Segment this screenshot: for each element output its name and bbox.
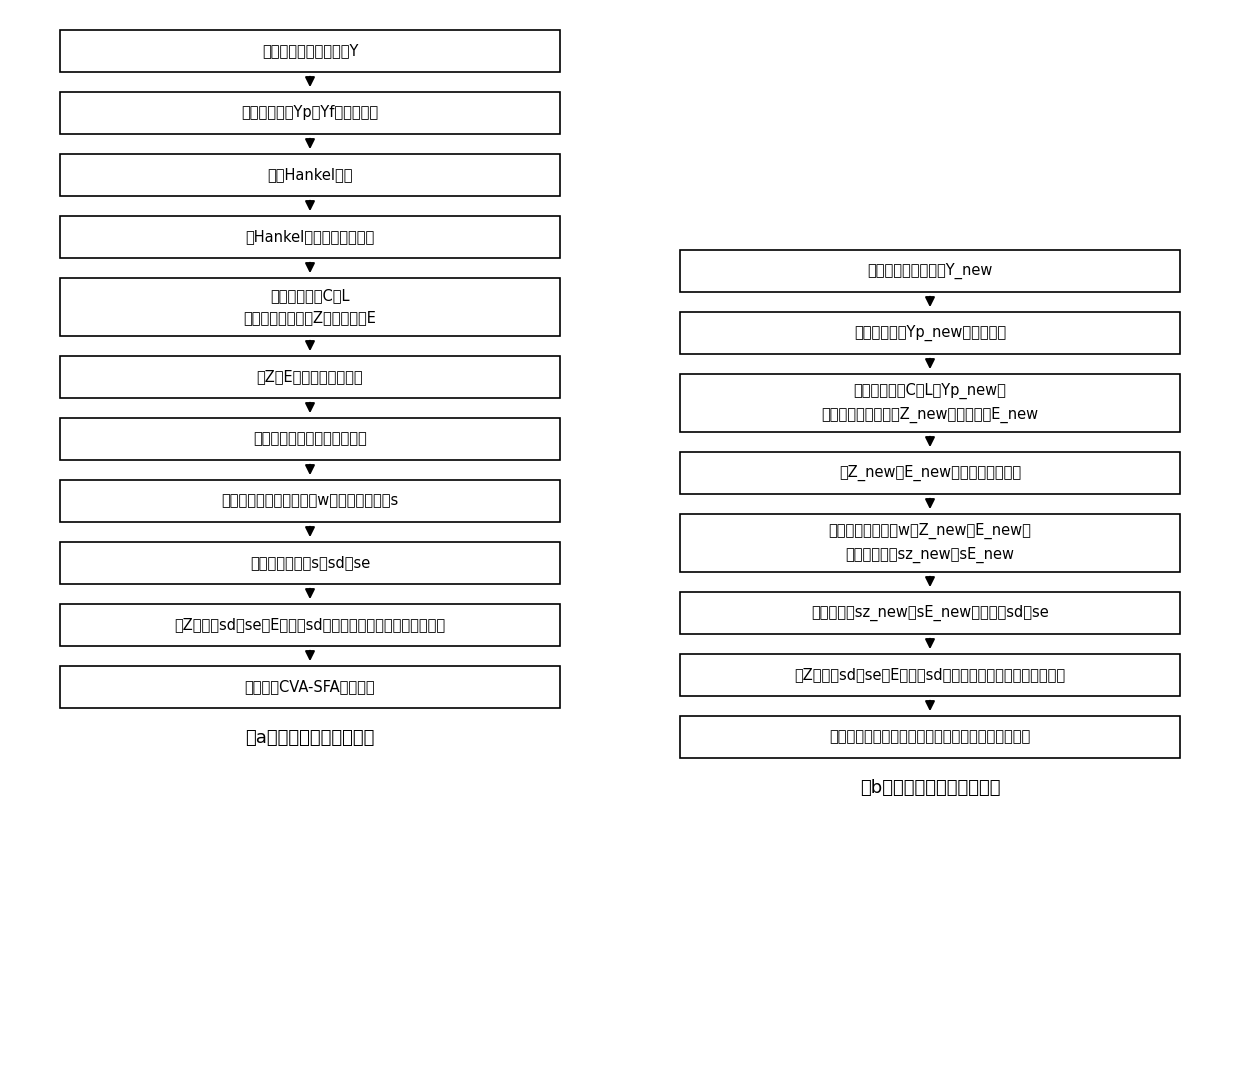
Bar — [60, 154, 560, 196]
Text: 对Z，E中变量进行标准化: 对Z，E中变量进行标准化 — [257, 370, 363, 384]
Text: 构建拓展矩阵Yp、Yf，并标准化: 构建拓展矩阵Yp、Yf，并标准化 — [242, 105, 378, 120]
Bar — [680, 716, 1180, 758]
Bar — [680, 452, 1180, 494]
Text: 分别计算慢特征转换矩阵w，提取慢特征値s: 分别计算慢特征转换矩阵w，提取慢特征値s — [222, 494, 398, 509]
Bar — [680, 374, 1180, 432]
Bar — [60, 542, 560, 584]
Bar — [60, 604, 560, 646]
Text: 获取待分析过程数据Y_new: 获取待分析过程数据Y_new — [867, 263, 993, 279]
Text: （a）离线建模过程流程图: （a）离线建模过程流程图 — [246, 729, 374, 746]
Bar — [60, 418, 560, 460]
Bar — [60, 92, 560, 135]
Text: 监测统计量与控制限的关系，评价判断控制性能状态: 监测统计量与控制限的关系，评价判断控制性能状态 — [830, 729, 1030, 744]
Bar — [680, 312, 1180, 354]
Text: 分别利用转换矩阵w从Z_new，E_new中
提取慢特征値sz_new，sE_new: 分别利用转换矩阵w从Z_new，E_new中 提取慢特征値sz_new，sE_n… — [828, 523, 1032, 563]
Bar — [680, 654, 1180, 695]
Text: 对Z空间的sd，se和E空间的sd建立统计监测指标，计算控制限: 对Z空间的sd，se和E空间的sd建立统计监测指标，计算控制限 — [795, 667, 1065, 682]
Text: 构建拓展矩阵Yp_new，并标准化: 构建拓展矩阵Yp_new，并标准化 — [854, 324, 1006, 341]
Bar — [60, 666, 560, 709]
Text: 对Hankel矩阵做奇异値分解: 对Hankel矩阵做奇异値分解 — [246, 230, 374, 244]
Text: 利用转换矩阵C，L从Yp_new中
划分出典型变量空间Z_new与残差空间E_new: 利用转换矩阵C，L从Yp_new中 划分出典型变量空间Z_new与残差空间E_n… — [821, 383, 1039, 423]
Text: 对Z_new，E_new中变量进行标准化: 对Z_new，E_new中变量进行标准化 — [839, 464, 1021, 481]
Bar — [60, 480, 560, 522]
Text: 确定转换矩阵C，L
划分典型变量空间Z与残差空间E: 确定转换矩阵C，L 划分典型变量空间Z与残差空间E — [243, 289, 377, 326]
Text: 构建Hankel矩阵: 构建Hankel矩阵 — [268, 167, 352, 182]
Bar — [680, 592, 1180, 634]
Text: 获取正常过程训练数据Y: 获取正常过程训练数据Y — [262, 43, 358, 59]
Text: 划分慢特征sz_new，sE_new得到两组sd，se: 划分慢特征sz_new，sE_new得到两组sd，se — [811, 605, 1049, 621]
Bar — [680, 250, 1180, 292]
Bar — [60, 30, 560, 72]
Text: 对Z空间的sd，se与E空间的sd建立统计监测指标，计算控制限: 对Z空间的sd，se与E空间的sd建立统计监测指标，计算控制限 — [175, 617, 445, 633]
Bar — [60, 356, 560, 398]
Text: 完成建立CVA-SFA训练模型: 完成建立CVA-SFA训练模型 — [244, 679, 376, 694]
Bar — [60, 278, 560, 336]
Text: 分别白化去除变量间的相关性: 分别白化去除变量间的相关性 — [253, 432, 367, 447]
Bar — [60, 216, 560, 258]
Bar — [680, 514, 1180, 572]
Text: （b）在线监测过程的流程图: （b）在线监测过程的流程图 — [859, 779, 1001, 797]
Text: 分别划分慢特征s为sd，se: 分别划分慢特征s为sd，se — [250, 556, 370, 571]
